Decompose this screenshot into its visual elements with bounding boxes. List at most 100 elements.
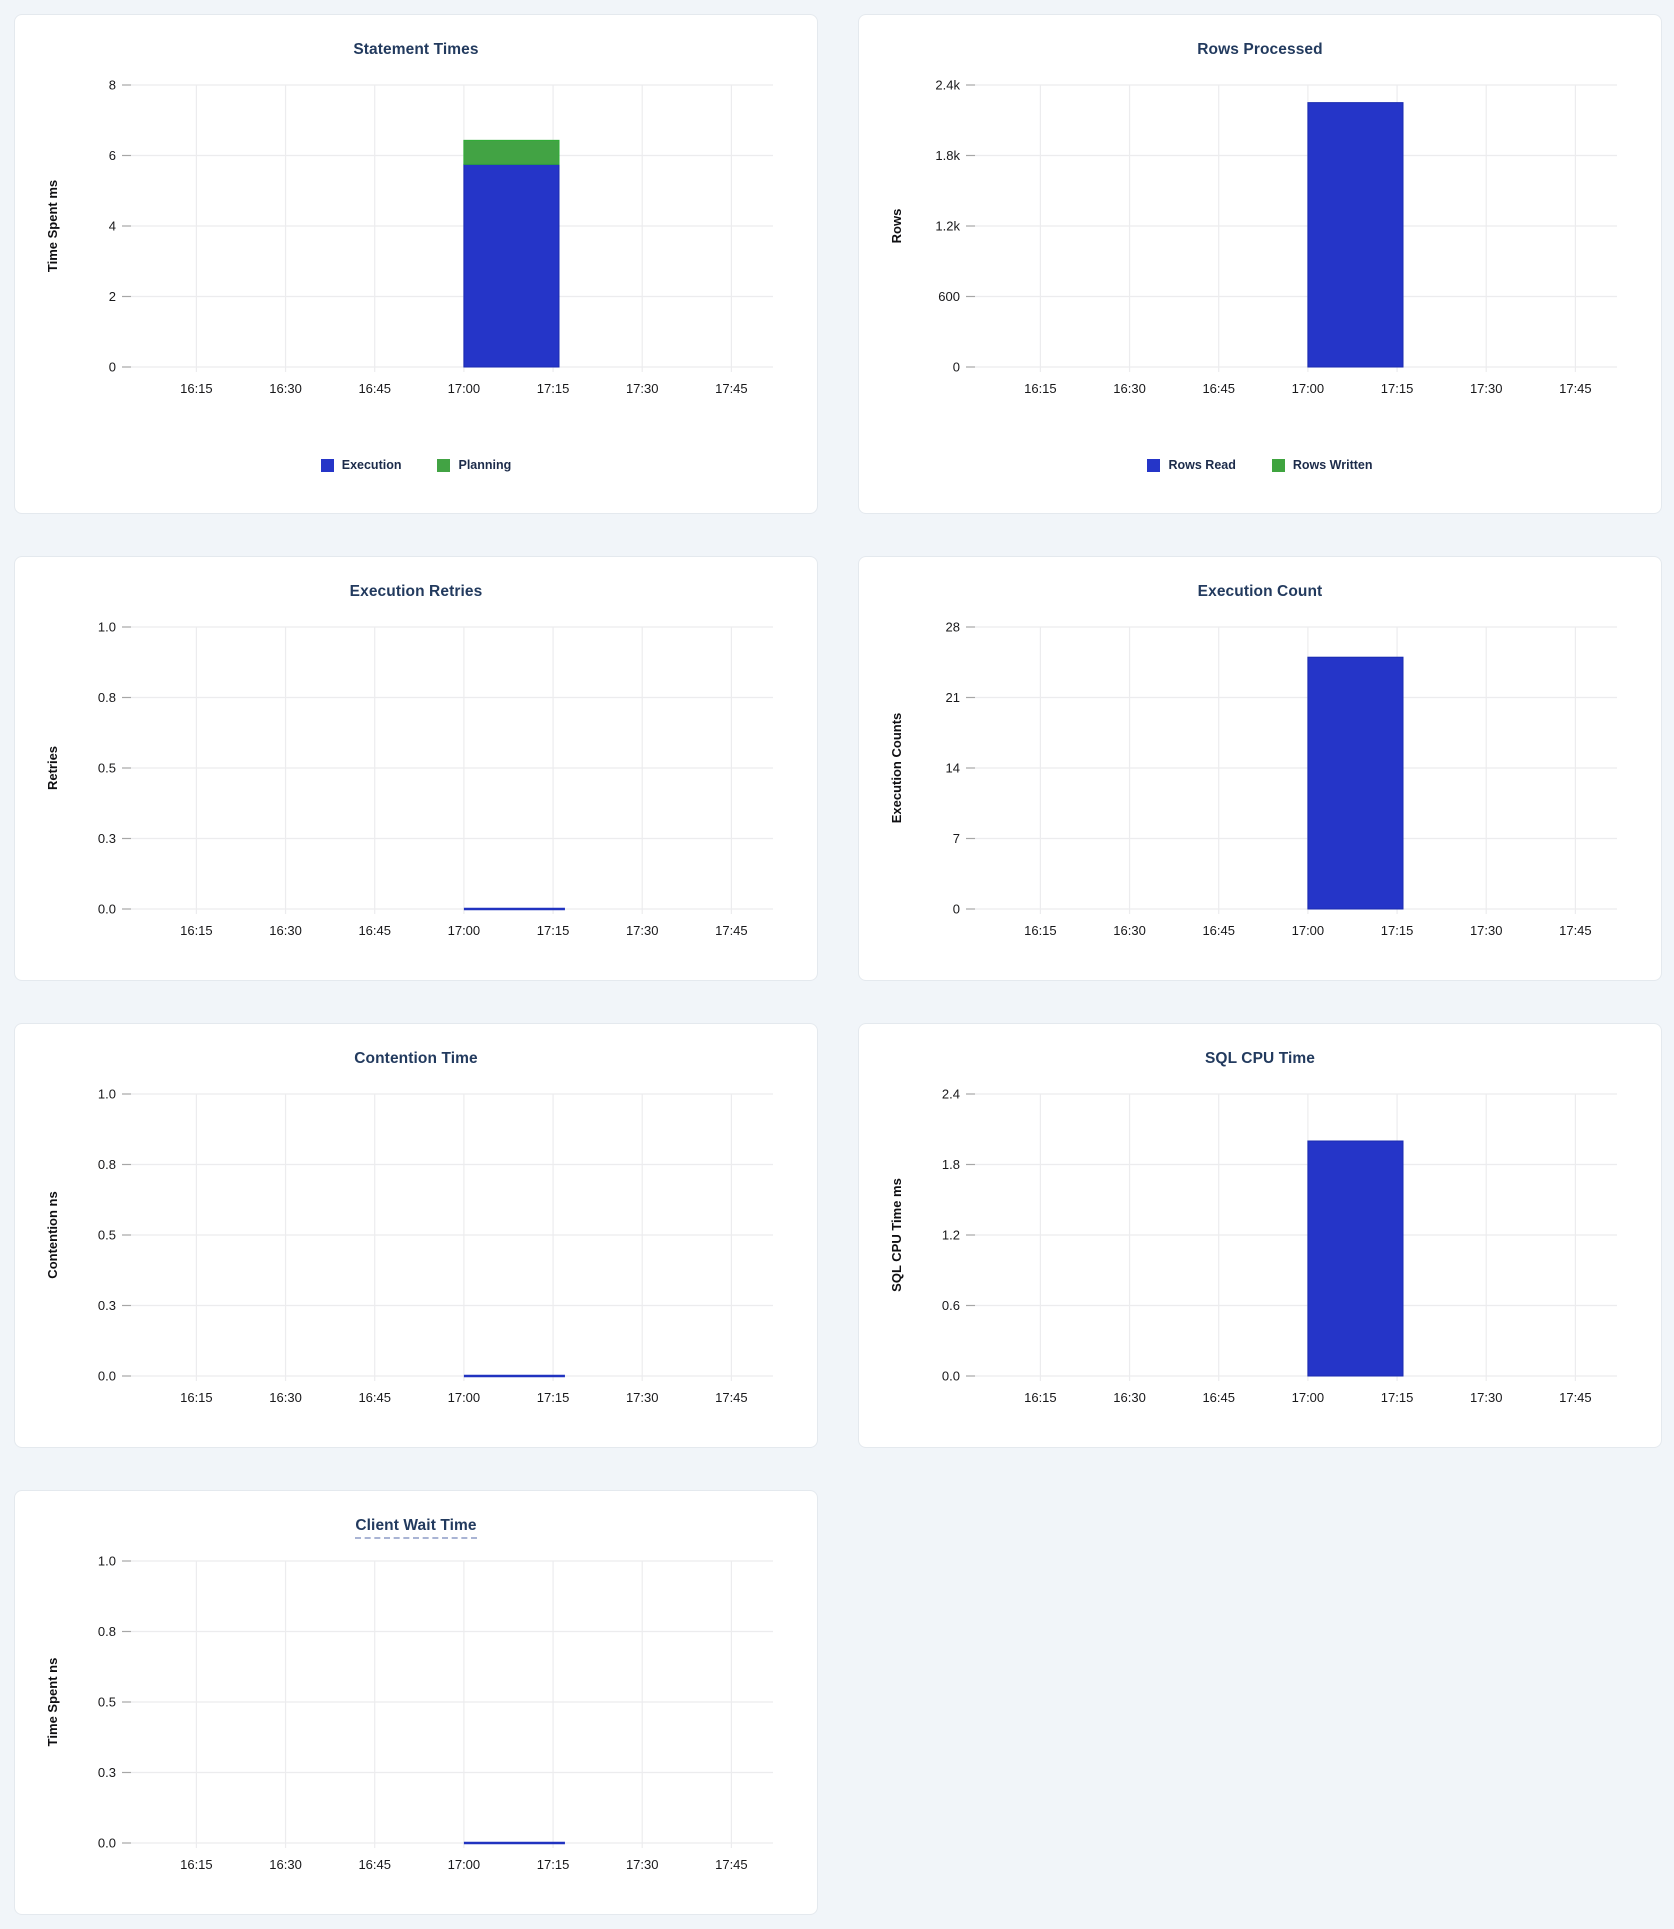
y-axis-label: SQL CPU Time ms [889, 1178, 904, 1292]
x-tick-label: 17:45 [1559, 381, 1592, 396]
legend-item-planning: Planning [437, 458, 511, 472]
chart-title-text: Statement Times [353, 41, 479, 58]
x-tick-label: 17:30 [626, 1857, 659, 1872]
chart-panel-client-wait-time: Client Wait Time 0.0 0.3 0.5 0.8 1.0 16:15 16:… [14, 1490, 818, 1915]
y-tick-label: 6 [109, 148, 116, 163]
chart-title-text: Execution Retries [349, 583, 483, 600]
y-tick-label: 0.0 [98, 1369, 116, 1384]
legend-swatch-rows-read [1147, 458, 1161, 472]
y-tick-label: 1.2k [935, 219, 960, 234]
y-axis-label: Retries [45, 746, 60, 790]
x-tick-label: 17:30 [626, 1390, 659, 1405]
chart-panel-rows-processed: Rows Processed 0 600 1.2k 1.8k 2.4k 16:15 16:3… [858, 14, 1662, 514]
legend-label: Rows Written [1292, 458, 1373, 472]
chart-title-text: SQL CPU Time [1204, 1050, 1316, 1067]
y-tick-label: 1.0 [98, 1554, 116, 1569]
bar-segment-rows-read [1307, 102, 1404, 368]
x-tick-label: 16:45 [1202, 381, 1235, 396]
y-tick-label: 600 [938, 289, 960, 304]
statement-times-plot[interactable]: 0 2 4 6 8 16:15 16:30 16:45 17:00 17:15 17:30 17:45… [31, 67, 801, 412]
x-tick-label: 17:45 [1559, 923, 1592, 938]
chart-title-execution-count: Execution Count [875, 573, 1645, 609]
rows-processed-legend: Rows Read Rows Written [875, 458, 1645, 472]
x-tick-label: 17:45 [1559, 1390, 1592, 1405]
x-tick-label: 17:15 [537, 381, 570, 396]
y-tick-label: 1.8 [942, 1157, 960, 1172]
x-tick-label: 16:45 [358, 1857, 391, 1872]
x-tick-label: 16:30 [1113, 1390, 1146, 1405]
x-tick-label: 17:00 [448, 923, 481, 938]
y-axis-label: Contention ns [45, 1191, 60, 1278]
chart-title-text: Execution Count [1197, 583, 1323, 600]
x-tick-label: 16:30 [1113, 923, 1146, 938]
y-tick-label: 0.3 [98, 1765, 116, 1780]
x-tick-label: 17:00 [448, 1390, 481, 1405]
x-tick-label: 17:45 [715, 1857, 748, 1872]
y-tick-label: 0.0 [98, 902, 116, 917]
legend-label: Planning [458, 458, 512, 472]
x-tick-label: 17:15 [1381, 1390, 1414, 1405]
legend-swatch-execution [320, 458, 334, 472]
x-tick-label: 17:15 [537, 1390, 570, 1405]
chart-title-sql-cpu-time: SQL CPU Time [875, 1040, 1645, 1076]
sql-cpu-time-plot[interactable]: 0.0 0.6 1.2 1.8 2.4 16:15 16:30 16:45 17:00 17:15… [875, 1076, 1645, 1421]
y-axis-label: Time Spent ns [45, 1658, 60, 1747]
y-tick-label: 7 [953, 831, 960, 846]
x-tick-label: 16:15 [1024, 1390, 1057, 1405]
chart-title-client-wait-time-tooltip[interactable]: Client Wait Time [355, 1517, 477, 1539]
y-tick-label: 0.8 [98, 1624, 116, 1639]
legend-label: Rows Read [1168, 458, 1236, 472]
y-tick-label: 0.6 [942, 1298, 960, 1313]
x-tick-label: 17:00 [448, 1857, 481, 1872]
y-tick-label: 0.5 [98, 1695, 116, 1710]
bar-segment-execution-count [1307, 656, 1404, 910]
y-tick-label: 1.2 [942, 1228, 960, 1243]
x-tick-label: 16:45 [358, 381, 391, 396]
x-tick-label: 17:00 [1292, 1390, 1325, 1405]
x-tick-label: 16:45 [358, 923, 391, 938]
chart-panel-execution-count: Execution Count 0 7 14 21 28 16:15 16:30 16:45 1… [858, 556, 1662, 981]
chart-panel-execution-retries: Execution Retries 0.0 0.3 0.5 0.8 1.0 16:15 16… [14, 556, 818, 981]
y-tick-label: 0.8 [98, 1157, 116, 1172]
y-tick-label: 0 [109, 360, 116, 375]
x-tick-label: 16:30 [269, 381, 302, 396]
x-tick-label: 17:45 [715, 1390, 748, 1405]
y-tick-label: 4 [109, 219, 116, 234]
y-tick-label: 0.0 [942, 1369, 960, 1384]
contention-time-plot[interactable]: 0.0 0.3 0.5 0.8 1.0 16:15 16:30 16:45 17:00 17:15… [31, 1076, 801, 1421]
chart-title-rows-processed: Rows Processed [875, 31, 1645, 67]
x-tick-label: 16:30 [269, 1390, 302, 1405]
y-tick-label: 0 [953, 360, 960, 375]
legend-label: Execution [341, 458, 402, 472]
y-tick-label: 21 [946, 690, 960, 705]
y-tick-label: 8 [109, 78, 116, 93]
x-tick-label: 16:45 [358, 1390, 391, 1405]
client-wait-time-plot[interactable]: 0.0 0.3 0.5 0.8 1.0 16:15 16:30 16:45 17:00 17:15… [31, 1543, 801, 1888]
legend-swatch-planning [437, 458, 451, 472]
y-tick-label: 0.0 [98, 1836, 116, 1851]
execution-retries-plot[interactable]: 0.0 0.3 0.5 0.8 1.0 16:15 16:30 16:45 17:00 17:15… [31, 609, 801, 954]
chart-title-text: Contention Time [354, 1050, 478, 1067]
y-tick-label: 0 [953, 902, 960, 917]
y-tick-label: 0.3 [98, 1298, 116, 1313]
x-tick-label: 16:30 [269, 923, 302, 938]
execution-count-plot[interactable]: 0 7 14 21 28 16:15 16:30 16:45 17:00 17:15 17:30 17… [875, 609, 1645, 954]
rows-processed-plot[interactable]: 0 600 1.2k 1.8k 2.4k 16:15 16:30 16:45 17:00 17:1… [875, 67, 1645, 412]
legend-item-rows-written: Rows Written [1271, 458, 1373, 472]
y-tick-label: 0.5 [98, 1228, 116, 1243]
x-tick-label: 16:30 [1113, 381, 1146, 396]
bar-segment-execution [463, 163, 560, 368]
chart-title-contention-time: Contention Time [31, 1040, 801, 1076]
y-tick-label: 1.0 [98, 620, 116, 635]
x-tick-label: 16:15 [1024, 381, 1057, 396]
chart-title-statement-times: Statement Times [31, 31, 801, 67]
bar-segment-sql-cpu-time [1307, 1140, 1404, 1377]
x-tick-label: 17:30 [626, 923, 659, 938]
x-tick-label: 17:30 [1470, 381, 1503, 396]
y-tick-label: 1.8k [935, 148, 960, 163]
x-tick-label: 17:30 [1470, 1390, 1503, 1405]
legend-item-execution: Execution [320, 458, 402, 472]
legend-item-rows-read: Rows Read [1147, 458, 1236, 472]
y-tick-label: 2 [109, 289, 116, 304]
